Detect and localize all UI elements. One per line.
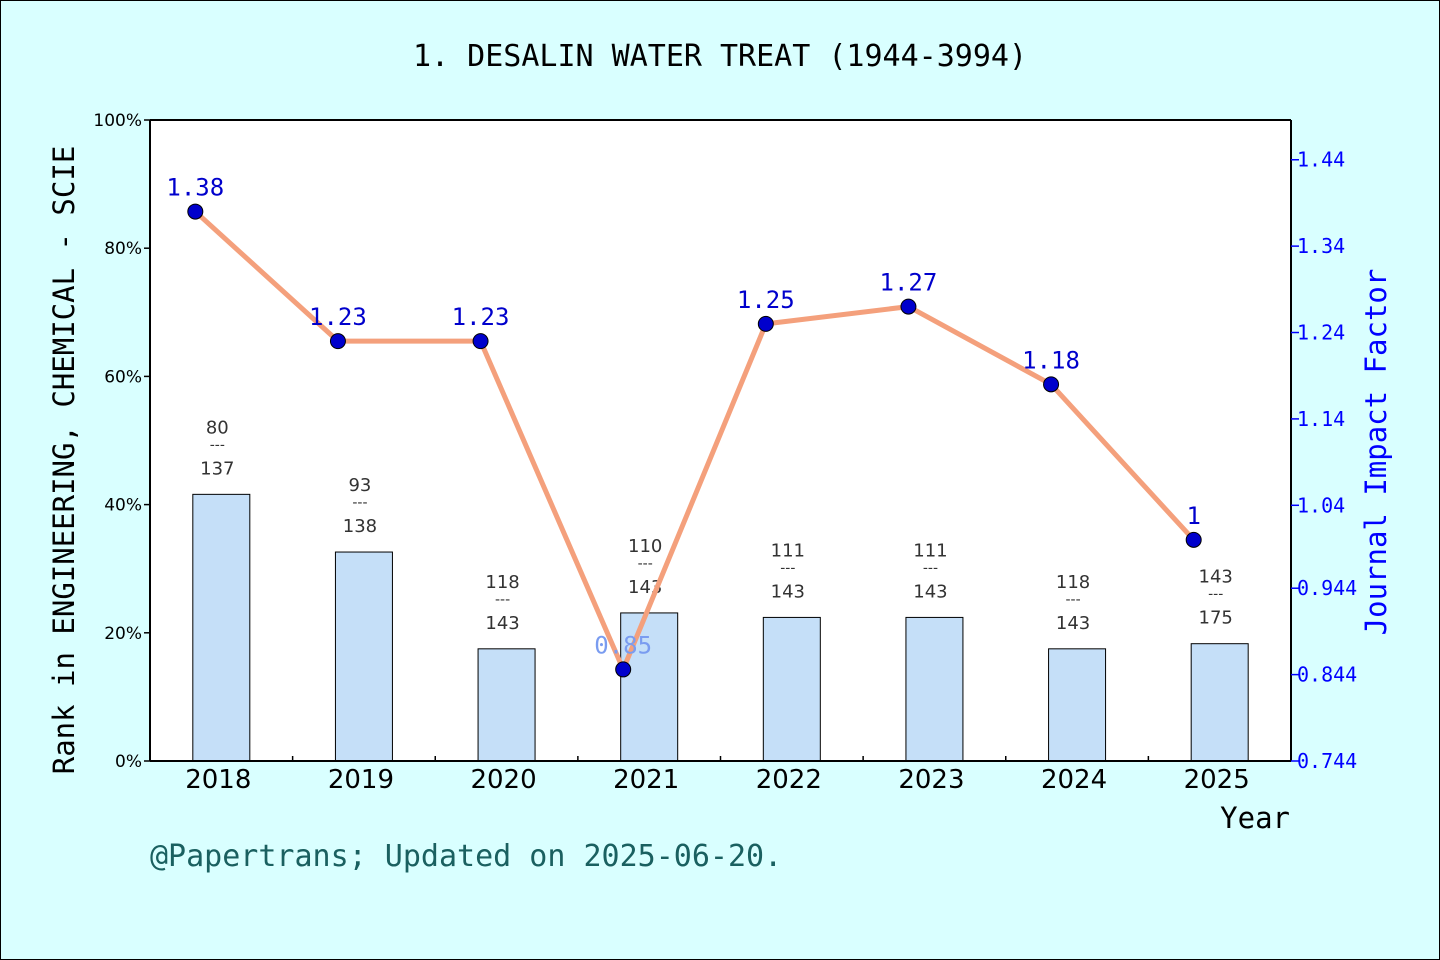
right-tick-label: 1.04 [1297, 493, 1345, 517]
impact-factor-point-2020 [472, 333, 489, 350]
bar-rank-label: 111 [771, 540, 805, 561]
impact-factor-label: 1.38 [166, 174, 224, 202]
x-tick-label-2024: 2024 [1041, 765, 1107, 795]
impact-factor-point-2025 [1185, 531, 1202, 548]
bar-total-label: 143 [485, 613, 519, 634]
bar-label-separator: --- [923, 560, 938, 576]
x-tick-label-2022: 2022 [756, 765, 822, 795]
left-axis-label: Rank in ENGINEERING, CHEMICAL - SCIE [47, 146, 81, 775]
bar-total-label: 143 [771, 581, 805, 602]
bar-total-label: 137 [200, 458, 234, 479]
x-tick-group: 2018 2019 2020 2021 2022 2023 2024 2025 [185, 756, 1250, 795]
left-tick-label: 80% [104, 239, 142, 259]
plot-area [150, 120, 1291, 761]
impact-factor-point-2024 [1043, 376, 1060, 393]
impact-factor-line [193, 209, 1196, 672]
x-tick-label-2020: 2020 [470, 765, 536, 795]
impact-factor-point-2018 [187, 203, 204, 220]
bar-label-group: 80---13793---138118---143110---143111---… [200, 417, 1233, 633]
bar-2022 [762, 616, 821, 762]
bar-total-label: 138 [343, 516, 377, 537]
footer-credit: @Papertrans; Updated on 2025-06-20. [150, 839, 782, 874]
bar-total-label: 143 [1056, 613, 1090, 634]
right-tick-label: 1.24 [1297, 321, 1345, 345]
bar-label-separator: --- [352, 495, 367, 511]
bar-label-separator: --- [780, 560, 795, 576]
bar-2023 [905, 616, 964, 762]
bar-2019 [334, 551, 393, 762]
bar-2025 [1190, 643, 1249, 762]
impact-factor-label: 1.27 [880, 269, 938, 297]
bar-2020 [477, 648, 536, 762]
right-tick-label: 0.844 [1297, 663, 1357, 687]
bar-2021 [620, 612, 679, 762]
left-tick-label: 60% [104, 367, 142, 387]
bar-rank-label: 118 [485, 572, 519, 593]
impact-factor-label: 1.23 [452, 303, 510, 331]
left-tick-label: 40% [104, 496, 142, 516]
impact-factor-label: 1.25 [737, 286, 795, 314]
bar-label-separator: --- [1208, 587, 1223, 603]
right-tick-label: 1.34 [1297, 234, 1345, 258]
bar-total-label: 143 [913, 581, 947, 602]
impact-factor-point-2023 [900, 298, 917, 315]
bar-label-separator: --- [210, 437, 225, 453]
x-tick-label-2025: 2025 [1184, 765, 1250, 795]
right-tick-label: 1.44 [1297, 148, 1345, 172]
bar-label-separator: --- [638, 556, 653, 572]
left-tick-label: 100% [93, 111, 142, 131]
bar-2018 [192, 493, 251, 762]
bar-rank-label: 118 [1056, 572, 1090, 593]
x-tick-label-2018: 2018 [185, 765, 251, 795]
bar-total-label: 175 [1199, 608, 1233, 629]
x-axis-label: Year [1220, 801, 1290, 835]
impact-factor-label: 1.23 [309, 303, 367, 331]
right-tick-label: 0.944 [1297, 576, 1357, 600]
bar-rank-label: 110 [628, 536, 662, 557]
line-group: 1.38 1.23 1.23 0.85 1.25 1.27 1.18 1 [166, 174, 1202, 678]
x-tick-label-2019: 2019 [328, 765, 394, 795]
impact-factor-label: 0.85 [594, 631, 652, 659]
right-axis-label: Journal Impact Factor [1359, 269, 1393, 636]
bar-label-separator: --- [1065, 592, 1080, 608]
bar-label-separator: --- [495, 592, 510, 608]
impact-factor-label: 1 [1186, 502, 1200, 530]
right-tick-label: 1.14 [1297, 407, 1345, 431]
bar-rank-label: 111 [913, 540, 947, 561]
x-tick-label-2023: 2023 [898, 765, 964, 795]
bar-rank-label: 143 [1199, 567, 1233, 588]
impact-factor-label: 1.18 [1022, 346, 1080, 374]
chart-title: 1. DESALIN WATER TREAT (1944-3994) [413, 39, 1027, 74]
impact-factor-point-2022 [757, 315, 774, 332]
impact-factor-point-2019 [329, 333, 346, 350]
left-tick-label: 20% [104, 624, 142, 644]
impact-factor-point-2021 [615, 661, 632, 678]
x-tick-label-2021: 2021 [613, 765, 679, 795]
left-tick-group: 0% 20% 40% 60% 80% 100% [93, 111, 150, 772]
right-tick-group: 0.744 0.844 0.944 1.04 1.14 1.24 1.34 1.44 [1291, 148, 1357, 773]
bar-rank-label: 93 [348, 475, 371, 496]
bar-rank-label: 80 [206, 417, 229, 438]
bar-2024 [1048, 648, 1107, 762]
right-tick-label: 0.744 [1297, 749, 1357, 773]
bar-group [192, 493, 1249, 762]
left-tick-label: 0% [115, 752, 142, 772]
